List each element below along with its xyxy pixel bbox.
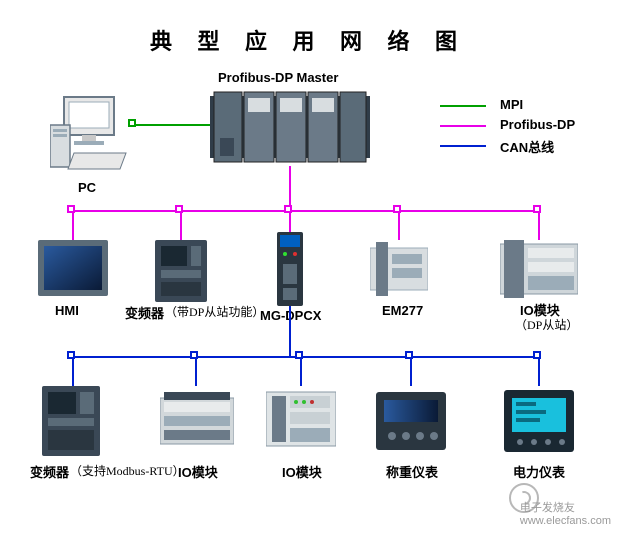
weigh-device bbox=[376, 392, 446, 455]
can-drop-vfd bbox=[72, 356, 74, 386]
can-drop-weigh bbox=[410, 356, 412, 386]
legend-can-label: CAN总线 bbox=[500, 137, 554, 156]
watermark-url: www.elecfans.com bbox=[520, 515, 611, 527]
pc-device bbox=[50, 95, 130, 180]
mpi-bus-line bbox=[130, 124, 210, 126]
profibus-node-em277 bbox=[393, 205, 401, 213]
hmi-label: HMI bbox=[55, 303, 79, 318]
can-drop-io2 bbox=[300, 356, 302, 386]
profibus-drop-hmi bbox=[72, 210, 74, 240]
vfd-dp-device bbox=[155, 240, 207, 307]
profibus-drop-io bbox=[538, 210, 540, 240]
profibus-node-io bbox=[533, 205, 541, 213]
io1-device bbox=[160, 392, 234, 455]
profibus-bus bbox=[72, 210, 540, 212]
profibus-drop-em277 bbox=[398, 210, 400, 240]
power-device bbox=[504, 390, 574, 457]
hmi-device bbox=[38, 240, 108, 301]
io1-label: IO模块 bbox=[178, 462, 218, 481]
pc-label: PC bbox=[78, 180, 96, 195]
mpi-bus-node bbox=[128, 119, 136, 127]
em277-device bbox=[370, 242, 428, 301]
profibus-drop-main bbox=[289, 166, 291, 210]
profibus-node-mgdpcx bbox=[284, 205, 292, 213]
can-node-io1 bbox=[190, 351, 198, 359]
can-drop-main bbox=[289, 306, 291, 356]
em277-label: EM277 bbox=[382, 303, 423, 318]
can-node-io2 bbox=[295, 351, 303, 359]
profibus-node-vfd bbox=[175, 205, 183, 213]
can-drop-io1 bbox=[195, 356, 197, 386]
vfd-dp-sublabel: （带DP从站功能） bbox=[165, 303, 264, 320]
can-node-weigh bbox=[405, 351, 413, 359]
can-node-vfd bbox=[67, 351, 75, 359]
can-node-power bbox=[533, 351, 541, 359]
watermark-text: 电子发烧友 www.elecfans.com bbox=[520, 499, 611, 527]
power-label: 电力仪表 bbox=[513, 462, 565, 481]
io2-label: IO模块 bbox=[282, 462, 322, 481]
can-bus bbox=[72, 356, 540, 358]
vfd-rtu-sublabel: （支持Modbus-RTU） bbox=[70, 462, 185, 479]
diagram-title: 典 型 应 用 网 络 图 bbox=[0, 24, 617, 56]
vfd-rtu-device bbox=[42, 386, 100, 461]
mgdpcx-device bbox=[277, 232, 303, 311]
vfd-dp-label: 变频器 bbox=[125, 303, 164, 322]
legend-mpi-line bbox=[440, 105, 486, 107]
legend-profibus-label: Profibus-DP bbox=[500, 117, 575, 132]
vfd-rtu-label: 变频器 bbox=[30, 462, 69, 481]
io2-device bbox=[266, 388, 336, 455]
legend-profibus-line bbox=[440, 125, 486, 127]
profibus-drop-vfd bbox=[180, 210, 182, 240]
plc-master bbox=[210, 88, 370, 171]
can-drop-power bbox=[538, 356, 540, 386]
watermark-brand: 电子发烧友 bbox=[520, 502, 575, 514]
profibus-node-hmi bbox=[67, 205, 75, 213]
weigh-label: 称重仪表 bbox=[386, 462, 438, 481]
io-dp-sublabel: （DP从站） bbox=[515, 316, 578, 333]
io-dp-device bbox=[500, 240, 578, 303]
legend-can-line bbox=[440, 145, 486, 147]
master-label: Profibus-DP Master bbox=[218, 70, 338, 85]
legend-mpi-label: MPI bbox=[500, 97, 523, 112]
